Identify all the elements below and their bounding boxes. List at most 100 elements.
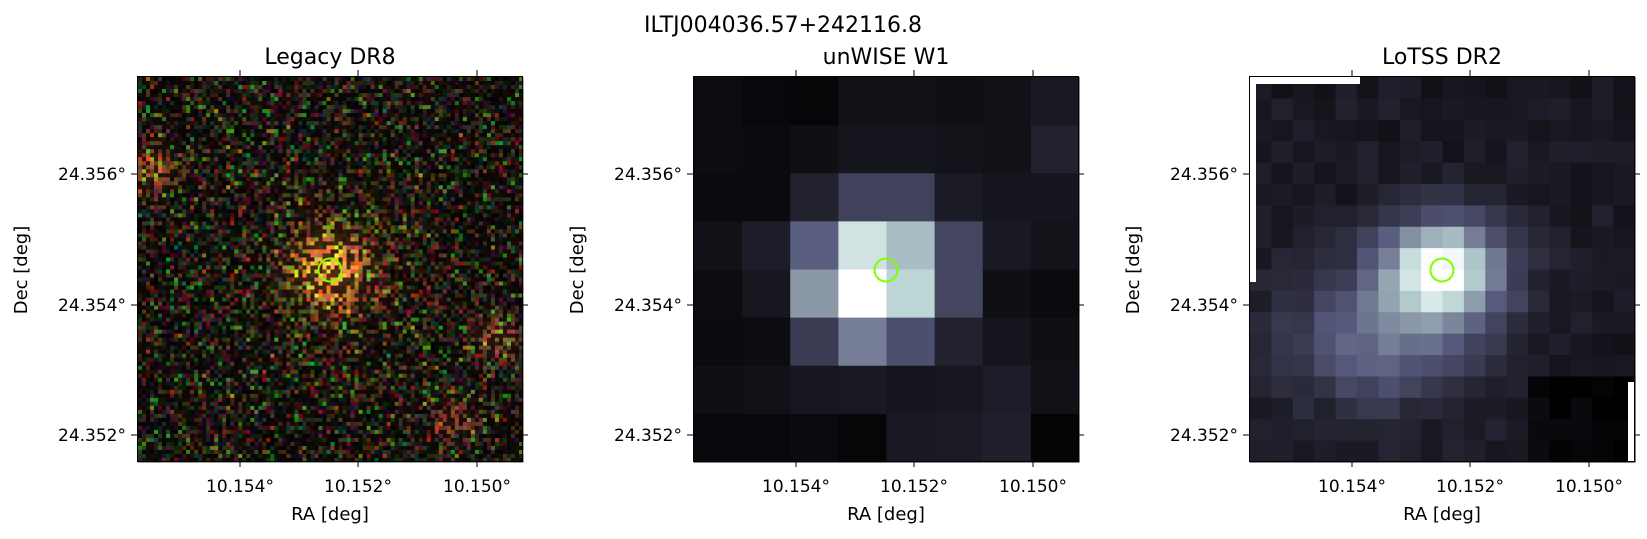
image-pixel: [358, 117, 363, 122]
image-pixel: [418, 125, 424, 130]
image-pixel: [158, 229, 163, 234]
image-pixel: [502, 157, 508, 162]
image-pixel: [182, 93, 187, 98]
image-pixel: [182, 165, 187, 170]
image-pixel: [138, 205, 143, 210]
image-pixel: [466, 157, 472, 162]
image-pixel: [494, 189, 500, 194]
image-pixel: [198, 201, 203, 206]
image-pixel: [266, 161, 271, 166]
image-pixel: [214, 257, 219, 262]
image-pixel: [510, 97, 516, 102]
image-pixel: [150, 197, 155, 202]
image-pixel: [366, 245, 372, 250]
image-pixel: [406, 281, 412, 286]
image-pixel: [322, 229, 327, 234]
image-pixel: [430, 249, 436, 254]
image-pixel: [386, 249, 392, 254]
image-pixel: [514, 85, 520, 90]
image-pixel: [282, 101, 287, 106]
image-pixel: [242, 249, 247, 254]
image-pixel: [338, 157, 343, 162]
image-pixel: [462, 153, 468, 158]
image-pixel: [330, 125, 335, 130]
image-pixel: [154, 85, 159, 90]
image-pixel: [210, 93, 215, 98]
image-pixel: [314, 137, 319, 142]
image-pixel: [482, 125, 488, 130]
image-pixel: [390, 237, 396, 242]
image-pixel: [430, 173, 436, 178]
image-pixel: [282, 257, 287, 262]
image-pixel: [430, 181, 436, 186]
image-pixel: [498, 269, 504, 274]
image-pixel: [290, 101, 295, 106]
image-pixel: [510, 257, 516, 262]
image-pixel: [162, 153, 167, 158]
image-pixel: [498, 201, 504, 206]
image-pixel: [454, 185, 460, 190]
image-pixel: [190, 129, 195, 134]
image-pixel: [422, 221, 428, 226]
image-pixel: [254, 101, 259, 106]
image-pixel: [290, 237, 295, 242]
image-pixel: [194, 105, 199, 110]
image-pixel: [342, 249, 347, 254]
image-pixel: [294, 97, 299, 102]
image-pixel: [414, 89, 420, 94]
image-pixel: [474, 109, 480, 114]
image-pixel: [466, 85, 472, 90]
image-pixel: [274, 145, 279, 150]
image-pixel: [358, 265, 363, 270]
image-pixel: [462, 213, 468, 218]
image-pixel: [230, 181, 235, 186]
image-pixel: [170, 109, 175, 114]
image-pixel: [190, 217, 195, 222]
image-pixel: [218, 237, 223, 242]
image-pixel: [330, 209, 335, 214]
image-pixel: [234, 137, 239, 142]
image-pixel: [298, 213, 303, 218]
image-pixel: [518, 157, 524, 162]
image-pixel: [370, 185, 376, 190]
image-pixel: [198, 185, 203, 190]
image-pixel: [458, 129, 464, 134]
image-pixel: [414, 249, 420, 254]
image-pixel: [402, 237, 408, 242]
image-pixel: [402, 81, 408, 86]
image-pixel: [414, 85, 420, 90]
image-pixel: [450, 209, 456, 214]
image-pixel: [390, 149, 396, 154]
image-pixel: [462, 241, 468, 246]
image-pixel: [486, 201, 492, 206]
image-pixel: [222, 113, 227, 118]
image-pixel: [366, 281, 372, 286]
image-pixel: [490, 213, 496, 218]
image-pixel: [258, 261, 263, 266]
image-pixel: [462, 109, 468, 114]
image-pixel: [498, 281, 504, 286]
image-pixel: [346, 237, 351, 242]
image-pixel: [330, 245, 335, 250]
image-pixel: [482, 201, 488, 206]
image-pixel: [510, 193, 516, 198]
image-pixel: [430, 133, 436, 138]
image-pixel: [206, 93, 211, 98]
image-pixel: [174, 153, 179, 158]
image-pixel: [310, 241, 315, 246]
image-pixel: [482, 213, 488, 218]
image-pixel: [314, 85, 319, 90]
image-pixel: [350, 233, 355, 238]
image-pixel: [378, 113, 384, 118]
image-pixel: [214, 173, 219, 178]
image-pixel: [362, 253, 367, 258]
image-pixel: [202, 241, 207, 246]
image-pixel: [274, 237, 279, 242]
image-pixel: [206, 81, 211, 86]
image-pixel: [314, 233, 319, 238]
image-pixel: [382, 185, 388, 190]
image-pixel: [442, 245, 448, 250]
image-pixel: [270, 129, 275, 134]
image-pixel: [198, 109, 203, 114]
image-pixel: [142, 177, 147, 182]
